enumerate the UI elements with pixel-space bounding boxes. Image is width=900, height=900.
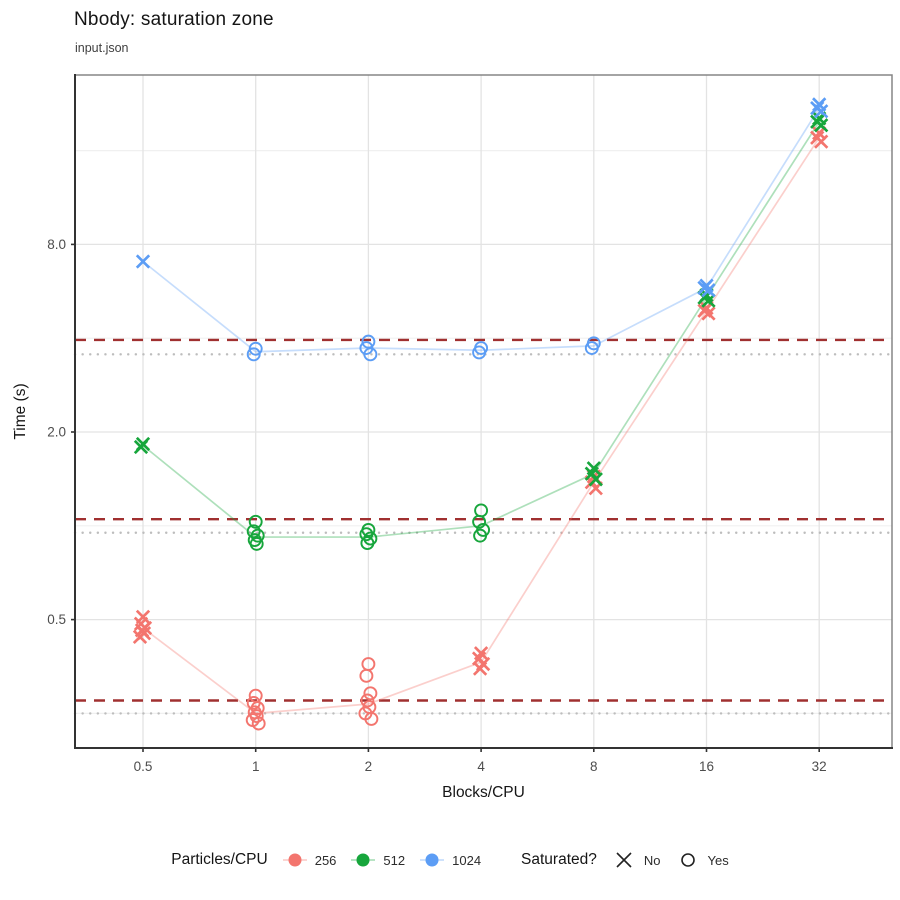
x-axis-title: Blocks/CPU <box>442 784 525 801</box>
legend-label-256: 256 <box>314 852 337 868</box>
y-tick-labels: 0.5 2.0 8.0 <box>47 237 66 627</box>
legend-key-not-saturated-glyph <box>616 852 632 868</box>
legend-label-yes: Yes <box>707 852 729 868</box>
legend-key-256-glyph <box>282 853 307 867</box>
legend-key-1024-glyph <box>420 853 445 867</box>
plot-panel: 0.5 1 2 4 8 16 32 0.5 2.0 8.0 Blocks/CPU Time (s) <box>12 74 894 801</box>
chart-title: Nbody: saturation zone <box>74 9 274 30</box>
svg-text:8.0: 8.0 <box>47 237 66 252</box>
legend-key-not-saturated <box>611 850 637 870</box>
legend-color-title: Particles/CPU <box>171 851 268 868</box>
series-points-256 <box>132 126 829 731</box>
legend: Particles/CPU 256 512 1024 Saturated? No Yes <box>0 839 900 881</box>
svg-text:0.5: 0.5 <box>134 759 153 774</box>
svg-text:8: 8 <box>590 759 598 774</box>
baseline-dotted-lines <box>73 353 894 715</box>
chart-subtitle: input.json <box>75 41 129 55</box>
legend-key-256 <box>282 850 308 870</box>
svg-text:16: 16 <box>699 759 714 774</box>
svg-text:4: 4 <box>477 759 485 774</box>
major-gridlines <box>75 75 892 748</box>
svg-text:2.0: 2.0 <box>47 425 66 440</box>
legend-key-1024 <box>419 850 445 870</box>
y-axis-title: Time (s) <box>12 383 29 439</box>
series-points-1024 <box>135 97 829 362</box>
svg-text:2: 2 <box>365 759 373 774</box>
legend-key-saturated <box>675 850 701 870</box>
threshold-dashed-lines <box>75 338 892 702</box>
axis-titles: Blocks/CPU Time (s) <box>12 383 525 801</box>
panel-border <box>74 74 893 749</box>
legend-shape-title: Saturated? <box>521 851 597 868</box>
axis-ticks <box>71 243 821 752</box>
svg-text:0.5: 0.5 <box>47 612 66 627</box>
legend-label-no: No <box>643 852 661 868</box>
svg-text:32: 32 <box>812 759 827 774</box>
x-tick-labels: 0.5 1 2 4 8 16 32 <box>134 759 827 774</box>
legend-label-1024: 1024 <box>452 852 482 868</box>
legend-key-512-glyph <box>351 853 376 867</box>
legend-key-512 <box>350 850 376 870</box>
svg-text:1: 1 <box>252 759 260 774</box>
legend-key-saturated-glyph <box>680 853 695 867</box>
legend-label-512: 512 <box>383 852 406 868</box>
axis-lines <box>74 74 893 749</box>
